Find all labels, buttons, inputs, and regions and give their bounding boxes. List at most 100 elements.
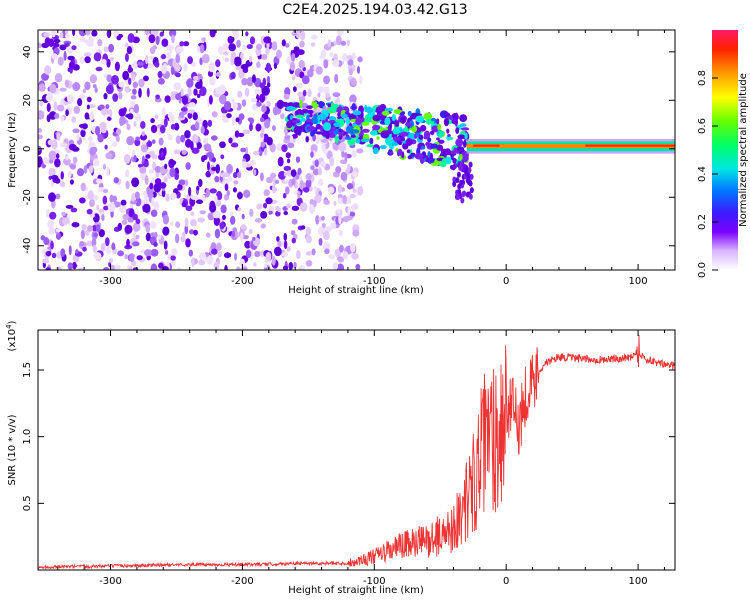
spectrogram-frame — [37, 29, 676, 271]
spectrogram-speckle — [254, 88, 262, 96]
spectrogram-cluster — [468, 180, 473, 187]
spectrogram-speckle — [338, 142, 347, 152]
spectrogram-speckle — [133, 154, 137, 162]
spectrogram-speckle — [229, 211, 234, 217]
spectrogram-speckle — [176, 267, 182, 270]
spectrogram-speckle — [336, 30, 344, 37]
spectrogram-speckle — [336, 263, 345, 270]
spectrogram-speckle — [131, 88, 137, 95]
spectrogram-speckle — [191, 257, 195, 268]
spectrogram-speckle — [159, 125, 166, 134]
spectrogram-speckle — [87, 190, 94, 200]
spectrogram-speckle — [273, 62, 278, 70]
spectrogram-cluster — [436, 137, 440, 141]
spectrogram-speckle — [56, 104, 65, 112]
spectrogram-speckle — [260, 172, 264, 182]
spectrogram-speckle — [248, 55, 253, 63]
spectrogram-cluster — [407, 155, 412, 160]
spectrogram-speckle — [118, 92, 123, 100]
spectrogram-speckle — [106, 58, 111, 68]
spectrogram-speckle — [196, 142, 202, 150]
spectrogram-speckle — [173, 82, 182, 91]
spectrogram-speckle — [55, 193, 61, 200]
spectrogram-speckle — [38, 127, 43, 133]
spectrogram-speckle — [205, 170, 212, 178]
spectrogram-speckle — [77, 98, 83, 107]
spectrogram-speckle — [106, 166, 110, 177]
spectrogram-speckle — [330, 222, 337, 230]
spectrogram-speckle — [211, 111, 218, 118]
spectrogram-cluster — [366, 144, 374, 148]
spectrogram-speckle — [131, 192, 136, 203]
spectrogram-speckle — [230, 56, 235, 66]
spectrogram-speckle — [135, 218, 141, 225]
spectrogram-speckle — [150, 248, 159, 257]
spectrogram-cluster — [423, 136, 429, 140]
spectrogram-speckle — [136, 61, 144, 66]
spectrogram-cluster — [391, 142, 399, 147]
spectrogram-speckle — [207, 119, 213, 127]
spectrogram-speckle — [243, 189, 251, 199]
spectrogram-cluster — [444, 148, 451, 156]
spectrogram-speckle — [57, 56, 64, 66]
spectrogram-cluster — [376, 136, 380, 140]
spectrogram-speckle — [51, 30, 56, 38]
spectrogram-y-tick-label: 40 — [22, 45, 33, 58]
snr-y-ticks: 1.5 1.0 0.5 — [22, 362, 675, 511]
snr-y-scale-base: (x10 — [7, 329, 18, 352]
spectrogram-speckle — [281, 252, 289, 257]
spectrogram-speckle — [335, 35, 342, 46]
spectrogram-cluster — [446, 128, 450, 134]
spectrogram-speckle — [67, 262, 73, 270]
spectrogram-speckle — [359, 75, 363, 85]
spectrogram-speckle — [350, 242, 356, 253]
spectrogram-speckle — [145, 54, 149, 65]
spectrogram-cluster — [437, 123, 442, 131]
spectrogram-speckle — [318, 86, 325, 94]
spectrogram-speckle — [120, 199, 127, 206]
spectrogram-speckle — [132, 222, 141, 232]
spectrogram-speckle — [305, 135, 310, 143]
spectrogram-speckle — [291, 205, 300, 211]
spectrogram-speckle — [63, 50, 67, 61]
spectrogram-speckle — [346, 39, 351, 47]
spectrogram-speckle — [205, 232, 211, 238]
spectrogram-cluster — [462, 190, 467, 197]
spectrogram-speckle — [176, 46, 184, 53]
spectrogram-cluster — [333, 122, 341, 128]
spectrogram-speckle — [55, 228, 61, 233]
spectrogram-speckle — [263, 263, 268, 268]
spectrogram-speckle — [185, 238, 191, 248]
spectrogram-speckle — [226, 190, 231, 197]
spectrogram-cluster — [466, 172, 471, 179]
spectrogram-speckle — [181, 231, 186, 241]
spectrogram-speckle — [55, 153, 60, 159]
spectrogram-speckle — [352, 170, 359, 178]
spectrogram-cluster — [459, 161, 464, 168]
spectrogram-speckle — [152, 45, 158, 50]
spectrogram-speckle — [191, 147, 200, 154]
spectrogram-speckle — [53, 38, 61, 44]
spectrogram-speckle — [263, 36, 272, 44]
spectrogram-speckle — [187, 109, 196, 114]
spectrogram-speckle — [272, 106, 279, 116]
spectrogram-speckle — [88, 135, 93, 142]
spectrogram-speckle — [261, 86, 269, 96]
spectrogram-speckle — [307, 69, 314, 78]
spectrogram-speckle — [145, 232, 151, 242]
spectrogram-speckle — [337, 184, 343, 194]
spectrogram-speckle — [318, 178, 324, 187]
spectrogram-speckle — [157, 70, 163, 79]
spectrogram-speckle — [261, 105, 267, 113]
spectrogram-speckle — [169, 167, 176, 178]
spectrogram-speckle — [72, 82, 81, 92]
snr-y-tick-label: 1.0 — [22, 429, 33, 445]
spectrogram-speckle — [126, 123, 131, 131]
spectrogram-speckle — [151, 139, 156, 144]
spectrogram-speckle — [116, 35, 122, 41]
snr-y-scale-close: ) — [7, 320, 18, 324]
spectrogram-speckle — [86, 208, 93, 215]
spectrogram-speckle — [321, 215, 325, 221]
spectrogram-cluster — [460, 197, 465, 204]
snr-y-tick-label: 1.5 — [22, 362, 33, 378]
